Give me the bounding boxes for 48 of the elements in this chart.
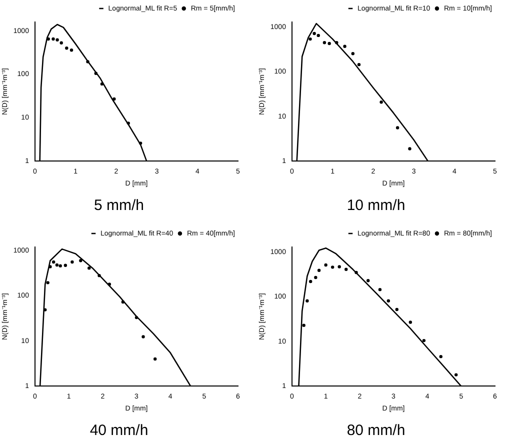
point <box>330 266 334 269</box>
point <box>351 52 354 56</box>
point <box>142 335 145 338</box>
point <box>386 299 390 302</box>
point <box>46 281 50 284</box>
point <box>79 259 82 262</box>
point <box>395 308 398 312</box>
point <box>65 46 68 50</box>
text: 5 mm/h <box>94 197 144 214</box>
point <box>302 324 306 327</box>
point <box>408 320 412 324</box>
text: 10 mm/h <box>346 197 406 214</box>
point <box>324 263 328 267</box>
point <box>316 34 320 38</box>
point <box>153 357 157 361</box>
point <box>408 147 412 150</box>
point <box>55 263 59 267</box>
point <box>380 100 383 104</box>
text: 40 mm/h <box>90 422 148 440</box>
point <box>322 40 326 44</box>
point <box>454 373 458 376</box>
point <box>378 288 382 292</box>
point <box>317 268 321 272</box>
point <box>396 126 400 130</box>
point <box>64 264 68 268</box>
point <box>338 265 341 268</box>
point <box>312 32 316 36</box>
point <box>306 299 309 302</box>
point <box>60 41 63 44</box>
point <box>52 260 56 264</box>
point <box>58 264 62 268</box>
point <box>343 44 346 48</box>
point <box>328 42 331 46</box>
point <box>70 260 74 264</box>
point <box>88 266 91 270</box>
point <box>308 37 312 41</box>
point <box>357 62 361 66</box>
point <box>439 354 442 358</box>
point <box>422 338 426 342</box>
point <box>314 276 318 280</box>
point <box>344 268 348 272</box>
point <box>366 279 370 282</box>
point <box>56 38 59 42</box>
text: 80 mm/h <box>346 422 406 440</box>
point <box>70 48 74 52</box>
point <box>52 37 55 41</box>
point <box>112 97 116 101</box>
point <box>308 280 312 284</box>
